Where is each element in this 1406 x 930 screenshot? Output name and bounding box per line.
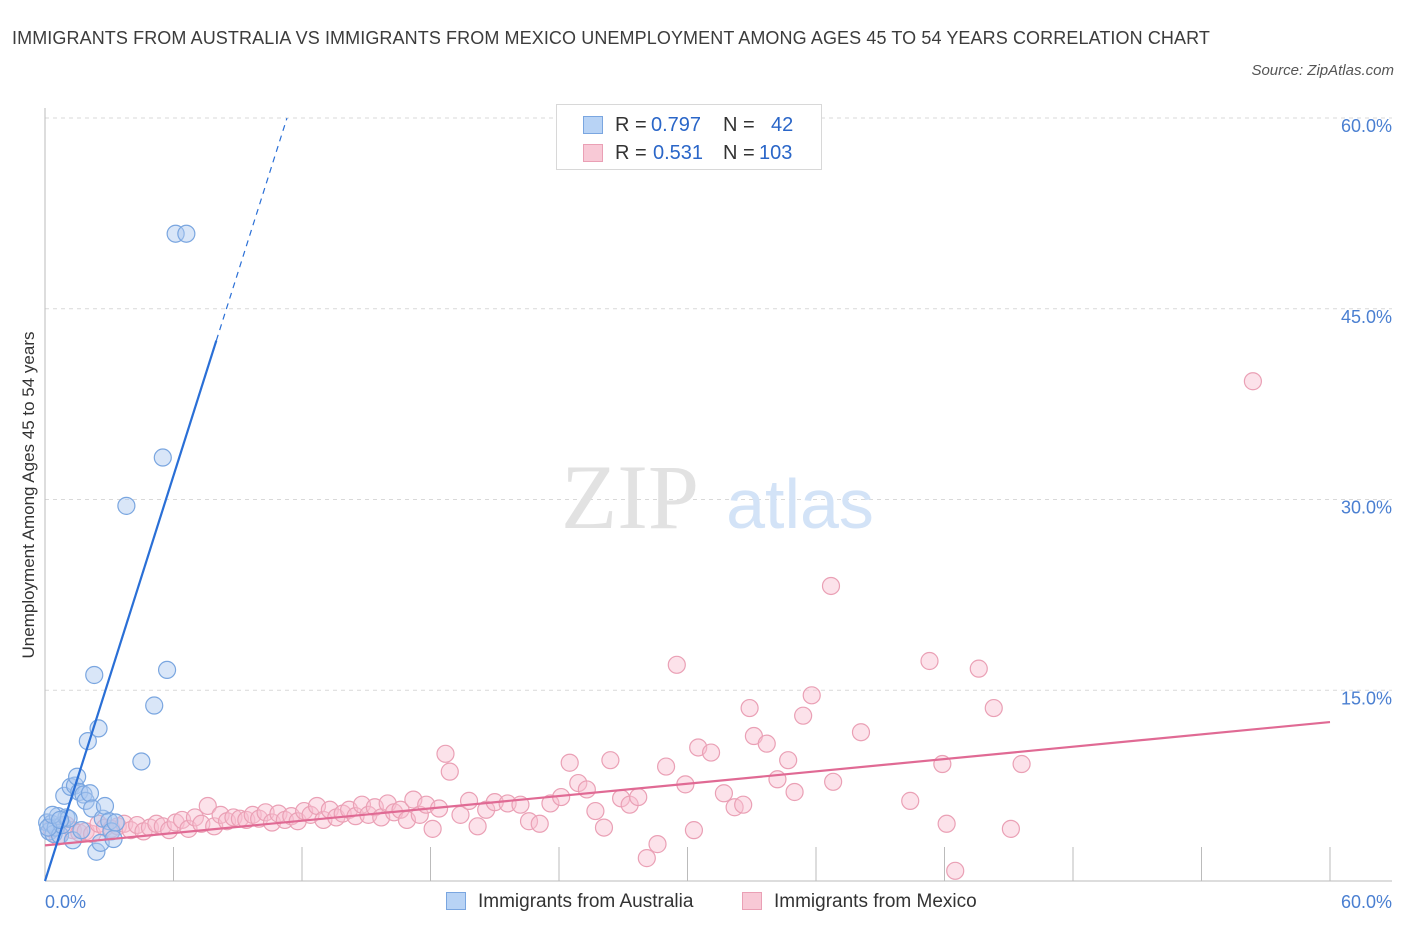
mexico-point: [946, 861, 965, 880]
australia-n-value: 42: [771, 114, 794, 136]
australia-swatch: [583, 116, 603, 134]
mexico-point: [851, 723, 871, 742]
y-tick-label: 15.0%: [1341, 688, 1392, 708]
australia-point: [117, 496, 136, 515]
mexico-point: [734, 795, 753, 814]
mexico-point: [648, 835, 667, 854]
australia-point: [50, 810, 70, 830]
australia-point: [85, 665, 104, 685]
mexico-point: [1012, 754, 1031, 774]
mexico-point: [560, 753, 579, 772]
bottom-australia-label: Immigrants from Australia: [478, 891, 694, 912]
mexico-point: [423, 819, 442, 838]
mexico-swatch: [583, 144, 603, 162]
australia-point: [106, 813, 125, 832]
mexico-point: [468, 817, 487, 836]
watermark-zip: ZIP: [561, 446, 699, 548]
source-label: Source: ZipAtlas.com: [1251, 62, 1394, 79]
chart-title: IMMIGRANTS FROM AUSTRALIA VS IMMIGRANTS …: [12, 28, 1211, 48]
mexico-point: [436, 744, 455, 763]
mexico-n-label: N =: [723, 142, 755, 164]
mexico-point: [757, 734, 776, 753]
mexico-point: [541, 794, 560, 813]
mexico-r-value: 0.531: [653, 142, 704, 164]
australia-point: [153, 448, 172, 467]
legend-row-australia: R = 0.797 N = 42: [557, 111, 821, 139]
y-tick-label: 60.0%: [1341, 116, 1392, 136]
y-tick-label: 30.0%: [1341, 498, 1392, 518]
mexico-points: [42, 372, 1263, 880]
mexico-point: [701, 743, 721, 762]
mexico-point: [920, 651, 939, 671]
australia-point: [95, 796, 115, 816]
y-tick-label: 45.0%: [1341, 307, 1392, 327]
mexico-r-label: R =: [615, 142, 647, 164]
bottom-australia-swatch: [446, 892, 466, 910]
australia-trend-line: [43, 340, 218, 882]
mexico-point: [984, 698, 1003, 718]
mexico-point: [901, 791, 920, 810]
australia-point: [145, 696, 164, 715]
trend-lines: [43, 117, 1331, 882]
australia-point: [72, 821, 91, 840]
bottom-legend-mexico: Immigrants from Mexico: [742, 888, 1012, 916]
mexico-point: [637, 849, 656, 868]
mexico-point: [667, 655, 686, 674]
mexico-point: [768, 770, 787, 789]
grid-lines: [45, 117, 1392, 691]
mexico-point: [1001, 819, 1020, 838]
legend-row-mexico: R = 0.531 N = 103: [557, 139, 821, 167]
australia-point: [166, 224, 185, 243]
watermark-atlas: atlas: [726, 465, 874, 543]
australia-trend-extension: [215, 117, 288, 341]
stats-legend: R = 0.797 N = 42 R = 0.531 N = 103: [556, 104, 822, 170]
mexico-n-value: 103: [759, 142, 793, 164]
mexico-point: [969, 659, 988, 678]
bottom-mexico-swatch: [742, 892, 762, 910]
mexico-point: [198, 796, 217, 816]
tick-labels: 15.0% 30.0% 45.0% 60.0% 0.0% 60.0%: [45, 116, 1392, 912]
x-tick-label: 0.0%: [45, 892, 86, 912]
mexico-point: [440, 762, 459, 781]
mexico-point: [629, 787, 648, 807]
bottom-legend-australia: Immigrants from Australia: [446, 888, 726, 916]
australia-point: [87, 842, 106, 861]
mexico-trend-line: [44, 720, 1331, 847]
mexico-point: [684, 821, 704, 840]
mexico-point: [1243, 372, 1263, 391]
mexico-point: [937, 814, 956, 833]
australia-point: [80, 784, 100, 803]
y-axis-label: Unemployment Among Ages 45 to 54 years: [19, 332, 38, 659]
mexico-point: [459, 791, 479, 810]
mexico-point: [714, 784, 734, 803]
mexico-point: [740, 698, 759, 718]
mexico-point: [577, 780, 596, 799]
mexico-point: [601, 751, 620, 770]
australia-point: [132, 752, 151, 771]
mexico-point: [519, 812, 539, 831]
australia-point: [177, 224, 196, 243]
mexico-point: [498, 794, 517, 813]
x-tick-label: 60.0%: [1341, 892, 1392, 912]
mexico-point: [824, 772, 843, 791]
australia-points: [38, 224, 196, 861]
mexico-point: [594, 818, 614, 837]
australia-r-value: 0.797: [651, 114, 702, 136]
mexico-point: [530, 814, 549, 833]
mexico-point: [779, 751, 798, 770]
australia-n-label: N =: [723, 114, 755, 136]
mexico-point: [821, 576, 841, 596]
mexico-point: [794, 706, 813, 725]
australia-point: [157, 660, 177, 680]
mexico-point: [586, 801, 605, 821]
mexico-point: [256, 803, 275, 822]
australia-point: [78, 732, 97, 751]
axes: [44, 108, 1392, 882]
mexico-point: [785, 782, 804, 802]
mexico-point: [802, 686, 821, 705]
bottom-mexico-label: Immigrants from Mexico: [774, 891, 977, 912]
mexico-point: [656, 757, 676, 776]
australia-r-label: R =: [615, 114, 647, 136]
